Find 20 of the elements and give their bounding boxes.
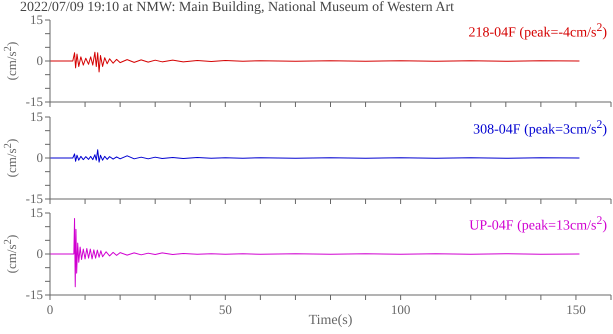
y-tick-label: -15 xyxy=(26,287,43,302)
x-tick-label: 50 xyxy=(218,302,232,317)
line-series xyxy=(50,149,580,163)
y-tick-label: -15 xyxy=(26,191,43,206)
y-tick-label: 15 xyxy=(30,205,43,220)
x-tick-label: 0 xyxy=(46,302,54,317)
series-label: 308-04F (peak=3cm/s$^{2}$) xyxy=(473,118,607,139)
y-tick-label: -15 xyxy=(26,94,43,109)
line-series xyxy=(50,52,580,72)
y-tick-label: 0 xyxy=(36,150,43,165)
y-tick-label: 15 xyxy=(30,109,43,124)
series-label: 218-04F (peak=-4cm/s$^{2}$) xyxy=(468,21,607,42)
chart-title: 2022/07/09 19:10 at NMW: Main Building, National Museum of Western Art xyxy=(20,0,454,15)
x-tick-label: 100 xyxy=(390,302,410,317)
y-tick-label: 0 xyxy=(36,246,43,261)
x-axis-title: Time(s) xyxy=(308,313,352,328)
series-label: UP-04F (peak=13cm/s$^{2}$) xyxy=(469,214,607,235)
y-tick-label: 15 xyxy=(30,12,43,27)
y-tick-label: 0 xyxy=(36,53,43,68)
x-tick-label: 150 xyxy=(566,302,586,317)
